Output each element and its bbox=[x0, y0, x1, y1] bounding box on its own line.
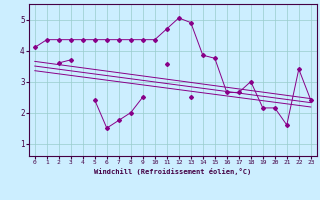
X-axis label: Windchill (Refroidissement éolien,°C): Windchill (Refroidissement éolien,°C) bbox=[94, 168, 252, 175]
